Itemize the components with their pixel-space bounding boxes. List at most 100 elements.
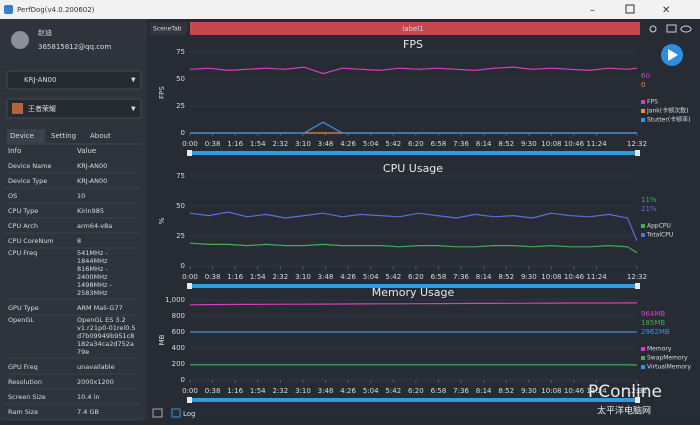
- legend-label: VirtualMemory: [647, 364, 691, 371]
- info-key: Screen Size: [8, 393, 46, 401]
- info-key: CPU Arch: [8, 222, 38, 230]
- chart-title: FPS: [403, 38, 423, 51]
- minimize-button[interactable]: –: [590, 5, 595, 16]
- time-slider[interactable]: [187, 151, 640, 155]
- info-key: OpenGL: [8, 316, 34, 324]
- x-tick-label: 0:00: [182, 387, 198, 395]
- watermark-subtitle: 太平洋电脑网: [597, 405, 651, 417]
- x-tick-label: 3:10: [295, 273, 311, 281]
- x-tick-label: 7:36: [453, 140, 469, 148]
- x-tick-label: 5:42: [385, 140, 401, 148]
- x-tick-label: 9:30: [521, 273, 537, 281]
- y-tick-label: 0: [181, 262, 185, 270]
- slider-handle[interactable]: [187, 397, 192, 403]
- chart-title: Memory Usage: [372, 286, 455, 299]
- info-value: 8: [77, 237, 81, 245]
- tab[interactable]: Device: [10, 132, 34, 140]
- x-tick-label: 3:48: [318, 273, 334, 281]
- x-tick-label: 11:24: [586, 273, 607, 281]
- x-tick-label: 9:30: [521, 140, 537, 148]
- slider-handle[interactable]: [635, 397, 640, 403]
- x-tick-label: 5:42: [385, 387, 401, 395]
- info-key: CPU CoreNum: [8, 237, 54, 245]
- x-tick-label: 0:38: [205, 387, 221, 395]
- x-tick-label: 5:04: [363, 273, 379, 281]
- legend-label: FPS: [647, 99, 658, 106]
- info-key: Resolution: [8, 378, 42, 386]
- legend-swatch: [641, 118, 645, 122]
- x-tick-label: 6:58: [431, 387, 447, 395]
- x-tick-label: 6:58: [431, 273, 447, 281]
- info-value: 79e: [77, 348, 89, 356]
- x-tick-label: 3:10: [295, 387, 311, 395]
- info-key: CPU Freq: [8, 249, 37, 257]
- legend-swatch: [641, 224, 645, 228]
- user-name: 赵迪: [38, 28, 52, 37]
- info-value: v1.r21p0-01rel0.5: [77, 324, 136, 332]
- chart-title: CPU Usage: [383, 162, 443, 175]
- x-tick-label: 10:46: [564, 140, 585, 148]
- slider-handle[interactable]: [635, 150, 640, 156]
- y-tick-label: 75: [176, 48, 185, 56]
- x-tick-label: 10:46: [564, 273, 585, 281]
- info-value: 10.4 in: [77, 393, 99, 401]
- x-tick-label: 7:36: [453, 273, 469, 281]
- slider-handle[interactable]: [635, 283, 640, 289]
- y-tick-label: 25: [176, 102, 185, 110]
- x-tick-label: 10:08: [541, 273, 561, 281]
- info-value: d7b09949b951c8: [77, 332, 134, 340]
- y-tick-label: 50: [176, 75, 185, 83]
- current-value: 2962MB: [641, 328, 670, 336]
- x-tick-label: 8:14: [476, 273, 492, 281]
- info-key: Device Type: [8, 177, 47, 185]
- info-value: 7.4 GB: [77, 408, 99, 416]
- current-value: 11%: [641, 196, 657, 204]
- info-key: CPU Type: [8, 207, 38, 215]
- y-tick-label: 0: [181, 129, 185, 137]
- x-tick-label: 6:20: [408, 140, 424, 148]
- x-tick-label: 8:14: [476, 387, 492, 395]
- legend-label: SwapMemory: [647, 355, 688, 362]
- table-header: Value: [77, 147, 96, 155]
- x-tick-label: 11:24: [586, 387, 607, 395]
- legend-swatch: [641, 109, 645, 113]
- info-value: OpenGL ES 3.2: [77, 316, 126, 324]
- y-tick-label: 75: [176, 172, 185, 180]
- legend-label: Memory: [647, 346, 672, 353]
- legend-label: Jank(卡顿次数): [646, 107, 688, 115]
- info-value: 1498MHz -: [77, 281, 113, 289]
- x-tick-label: 8:52: [498, 140, 514, 148]
- info-key: Device Name: [8, 162, 51, 170]
- slider-handle[interactable]: [187, 150, 192, 156]
- x-tick-label: 8:14: [476, 140, 492, 148]
- info-value: arm64-v8a: [77, 222, 112, 230]
- x-tick-label: 0:00: [182, 140, 198, 148]
- window-title: PerfDog(v4.0.200602): [17, 6, 95, 14]
- x-tick-label: 5:42: [385, 273, 401, 281]
- y-tick-label: 600: [172, 328, 185, 336]
- slider-handle[interactable]: [187, 283, 192, 289]
- time-slider[interactable]: [187, 398, 640, 402]
- x-tick-label: 3:10: [295, 140, 311, 148]
- tab[interactable]: Setting: [51, 132, 76, 140]
- close-button[interactable]: ✕: [662, 5, 670, 16]
- y-tick-label: 0: [181, 376, 185, 384]
- tab[interactable]: About: [90, 132, 111, 140]
- x-tick-label: 0:38: [205, 140, 221, 148]
- x-tick-label: 1:54: [250, 387, 266, 395]
- x-tick-label: 6:20: [408, 273, 424, 281]
- label-text: label1: [402, 25, 423, 33]
- x-tick-label: 1:16: [227, 140, 243, 148]
- y-axis-label: FPS: [158, 86, 166, 99]
- info-value: ARM Mali-G77: [77, 304, 123, 312]
- y-tick-label: 200: [172, 360, 185, 368]
- info-value: Kirin985: [77, 207, 104, 215]
- avatar[interactable]: [11, 31, 29, 49]
- legend-label: Stutter(卡顿率): [647, 116, 691, 124]
- current-value: 964MB: [641, 310, 665, 318]
- x-tick-label: 2:32: [272, 273, 288, 281]
- y-tick-label: 800: [172, 312, 185, 320]
- user-email: 365815812@qq.com: [38, 43, 111, 51]
- info-value: 2400MHz: [77, 273, 108, 281]
